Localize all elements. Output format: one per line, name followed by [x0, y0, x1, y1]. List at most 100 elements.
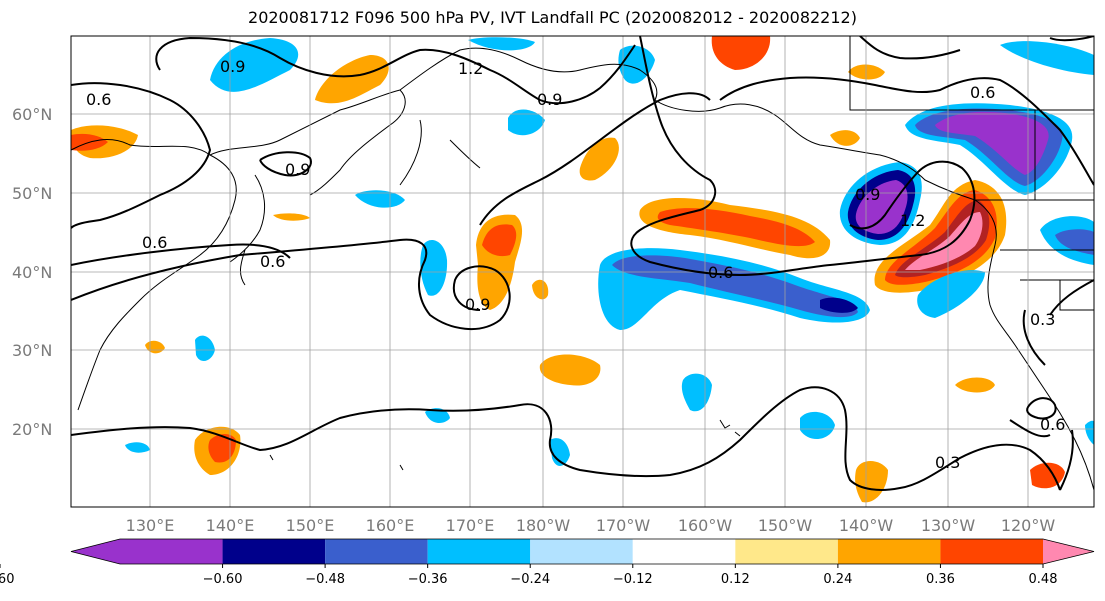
- map-frame: [70, 35, 1095, 508]
- contour-7: [630, 36, 976, 277]
- colorbar-tick-label: −0.12: [613, 572, 653, 587]
- contour-8: [719, 76, 1094, 186]
- colorbar-segment: [632, 539, 736, 564]
- negative-anomaly-east-edge-core: [1055, 229, 1094, 255]
- lon-label: 150°E: [286, 516, 335, 535]
- chart-title: 2020081712 F096 500 hPa PV, IVT Landfall…: [248, 8, 857, 27]
- lon-label: 170°E: [446, 516, 495, 535]
- positive-anomaly-central-pacific-inner: [657, 208, 815, 247]
- contour-label: 0.9: [220, 57, 245, 76]
- contour-label: 0.9: [537, 90, 562, 109]
- colorbar-ticks: −0.60 −0.48 −0.36 −0.24 −0.12 0.12 0.24 0.36 0.4…: [0, 564, 1057, 587]
- contour-label: 0.6: [260, 252, 285, 271]
- lon-label: 130°W: [921, 516, 976, 535]
- colorbar-tick-label: 0.12: [721, 572, 750, 587]
- colorbar-segment: [530, 539, 633, 564]
- contour-label: 0.9: [855, 185, 880, 204]
- colorbar-segment: [222, 539, 326, 564]
- positive-anomaly-small-2: [532, 279, 549, 300]
- colorbar-tick-label: 0.48: [1029, 572, 1058, 587]
- pv-contours: [71, 36, 1094, 491]
- contour-label: 0.6: [970, 83, 995, 102]
- contour-label: 0.6: [1040, 415, 1065, 434]
- negative-anomaly-bering: [508, 109, 545, 136]
- colorbar-tick-label: −0.48: [305, 572, 345, 587]
- contour-label: 0.6: [142, 233, 167, 252]
- colorbar-tick-label: 0.36: [926, 572, 955, 587]
- contour-9: [859, 36, 961, 60]
- negative-anomaly-south-2: [550, 438, 570, 466]
- negative-anomaly-south-5: [1085, 420, 1094, 445]
- lon-label: 140°W: [839, 516, 894, 535]
- colorbar-segment: [735, 539, 838, 564]
- colorbar-segment: [837, 539, 941, 564]
- contour-label: 0.9: [285, 160, 310, 179]
- contour-label: 0.3: [1030, 310, 1055, 329]
- negative-anomaly-central-pacific-core: [820, 297, 858, 313]
- negative-anomaly-taiwan: [195, 335, 215, 362]
- positive-anomaly-kamchatka: [579, 137, 619, 181]
- positive-anomaly-hawaii-west: [539, 354, 601, 386]
- contour-6: [479, 92, 711, 226]
- lat-label: 20°N: [12, 420, 52, 439]
- negative-anomaly-top-right: [1000, 41, 1094, 75]
- colorbar-segment: [71, 539, 223, 564]
- contour-5: [259, 151, 312, 177]
- positive-anomaly-south-hawaii: [855, 461, 888, 503]
- colorbar-tick-label: −0.24: [510, 572, 550, 587]
- positive-anomaly-ne-china: [315, 55, 389, 104]
- contour-12: [1026, 397, 1057, 420]
- colorbar-outline: [70, 538, 1095, 565]
- colorbar-segment: [940, 539, 1043, 564]
- positive-anomaly-top: [711, 36, 771, 70]
- contour-label: 1.2: [458, 59, 483, 78]
- contour-15: [1009, 419, 1051, 438]
- positive-anomaly-south-japan-core: [208, 434, 236, 463]
- contour-2: [71, 82, 212, 229]
- colorbar-segment: [325, 539, 428, 564]
- contour-1: [71, 238, 511, 331]
- negative-anomaly-top-left: [210, 38, 299, 92]
- contour-label: 0.9: [465, 295, 490, 314]
- negative-anomaly-bc-core: [855, 180, 908, 234]
- contour-10: [1049, 36, 1094, 42]
- lon-label: 140°E: [206, 516, 255, 535]
- lat-label: 50°N: [12, 184, 52, 203]
- colorbar-segments: [70, 538, 1095, 565]
- negative-anomaly-japan-sea: [355, 190, 405, 208]
- colorbar-segment: [427, 539, 531, 564]
- lon-label: 170°W: [596, 516, 651, 535]
- negative-anomaly-south-4: [125, 442, 150, 453]
- positive-anomaly-small-1: [955, 377, 995, 393]
- positive-anomaly-midpacific-loop-core: [482, 224, 517, 257]
- contour-3: [71, 243, 291, 266]
- negative-anomaly-top-mid: [468, 37, 535, 51]
- colorbar-tick-label: 0.60: [0, 572, 14, 587]
- positive-anomaly-pnw-peak: [905, 212, 983, 270]
- contour-4: [155, 36, 636, 105]
- contour-13: [1049, 279, 1094, 316]
- contour-label: 0.6: [708, 263, 733, 282]
- contour-14: [1022, 309, 1046, 366]
- negative-anomaly-south-3: [425, 408, 450, 423]
- negative-anomaly-hawaii-north: [681, 373, 712, 412]
- negative-anomaly-california: [917, 270, 985, 318]
- lon-label: 160°W: [678, 516, 733, 535]
- negative-anomaly-south-1: [800, 411, 835, 440]
- lon-label: 180°W: [516, 516, 571, 535]
- positive-anomaly-small-5: [273, 213, 310, 221]
- grid-lines: [71, 36, 1094, 507]
- contour-11: [71, 386, 1074, 491]
- lat-label: 60°N: [12, 105, 52, 124]
- lat-label: 30°N: [12, 341, 52, 360]
- contour-label: 1.2: [900, 211, 925, 230]
- colorbar: −0.60 −0.48 −0.36 −0.24 −0.12 0.12 0.24 0.36 0.4…: [0, 538, 1095, 587]
- contour-label: 0.6: [86, 90, 111, 109]
- contour-label: 0.3: [935, 453, 960, 472]
- coastlines: [71, 36, 1094, 491]
- lon-label: 150°W: [758, 516, 813, 535]
- positive-anomaly-small-4: [830, 130, 860, 146]
- lat-label: 40°N: [12, 263, 52, 282]
- colorbar-tick-label: −0.60: [203, 572, 243, 587]
